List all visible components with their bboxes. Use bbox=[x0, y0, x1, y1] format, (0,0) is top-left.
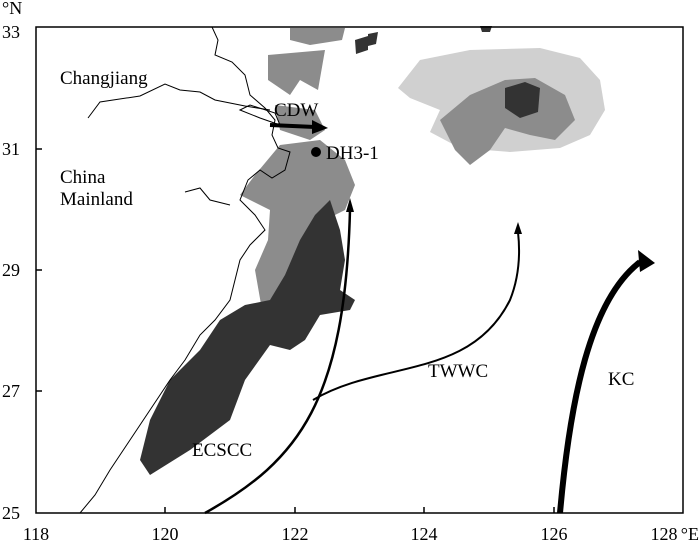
lat-unit: °N bbox=[2, 0, 22, 18]
kc-arrow bbox=[557, 250, 655, 514]
lat-tick: 27 bbox=[2, 381, 20, 401]
ecscc-arrow bbox=[204, 198, 354, 515]
lon-tick: 124 bbox=[411, 524, 438, 544]
land-label: China bbox=[60, 167, 106, 188]
lon-tick: 126 bbox=[541, 524, 568, 544]
cdw-label: CDW bbox=[274, 100, 318, 121]
lat-tick: 31 bbox=[2, 139, 20, 159]
lon-tick: 122 bbox=[282, 524, 309, 544]
station-label: DH3-1 bbox=[326, 143, 379, 164]
axis-ticks bbox=[36, 148, 555, 513]
lon-tick: 120 bbox=[152, 524, 179, 544]
mid-gray-region bbox=[240, 28, 575, 310]
lat-tick: 29 bbox=[2, 260, 20, 280]
river-label: Changjiang bbox=[60, 68, 148, 89]
station-marker bbox=[311, 147, 321, 157]
lon-tick: 128 bbox=[651, 524, 678, 544]
kc-label: KC bbox=[608, 369, 634, 390]
lon-unit: °E bbox=[681, 524, 699, 544]
lon-tick: 118 bbox=[23, 524, 49, 544]
coastline bbox=[79, 26, 291, 514]
lat-tick: 25 bbox=[2, 503, 20, 523]
lat-tick: 33 bbox=[2, 22, 20, 42]
ecscc-label: ECSCC bbox=[192, 440, 252, 461]
twwc-arrow bbox=[312, 222, 522, 401]
land-label: Mainland bbox=[60, 189, 133, 210]
twwc-label: TWWC bbox=[428, 361, 488, 382]
cdw-arrow bbox=[269, 120, 328, 134]
